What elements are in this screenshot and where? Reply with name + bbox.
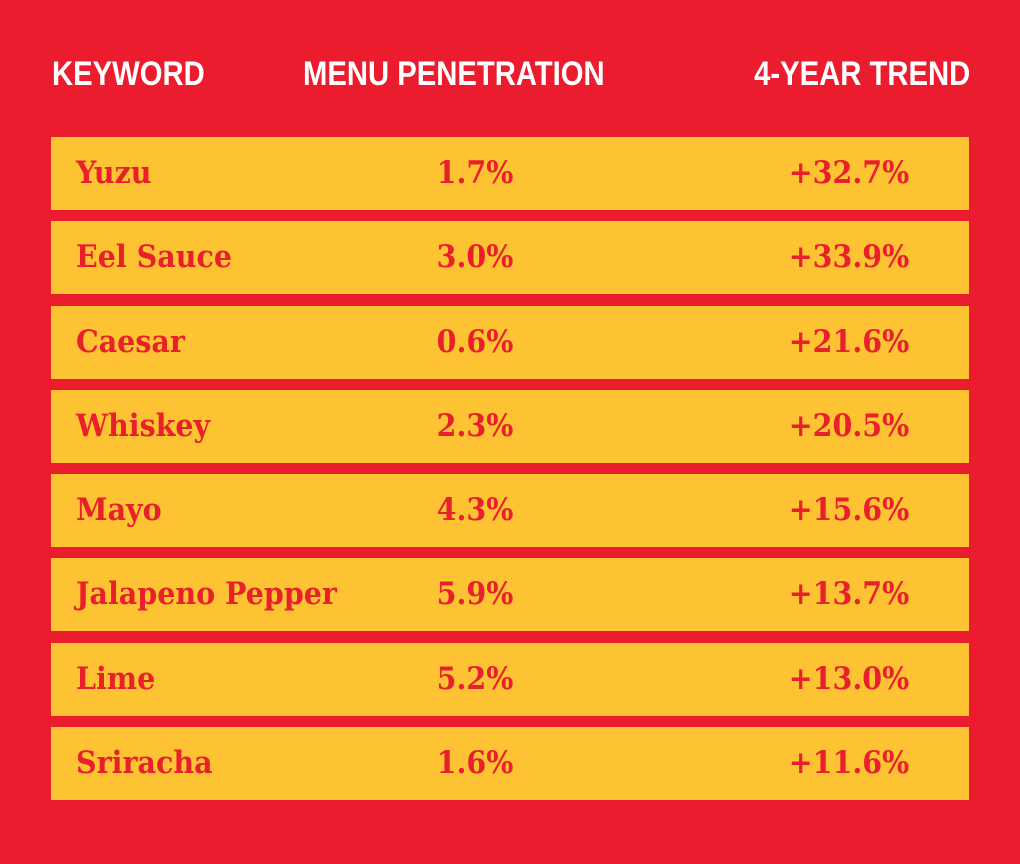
keyword-cell: Yuzu <box>76 155 152 191</box>
column-header-keyword: KEYWORD <box>52 55 205 93</box>
keyword-cell: Mayo <box>76 492 162 529</box>
penetration-value: 1.6% <box>436 745 514 782</box>
table-row: Jalapeno Pepper 5.9% +13.7% <box>51 558 969 632</box>
table-row: Caesar 0.6% +21.6% <box>51 305 969 379</box>
trend-value: +21.6% <box>788 323 910 360</box>
keyword-cell: Lime <box>76 660 156 697</box>
column-header-4-year-trend: 4-YEAR TREND <box>753 55 970 93</box>
column-header-menu-penetration: MENU PENETRATION <box>303 55 605 93</box>
table-header: KEYWORD MENU PENETRATION 4-YEAR TREND <box>0 52 1020 96</box>
table-row: Yuzu 1.7% +32.7% <box>51 137 969 210</box>
keyword-cell: Jalapeno Pepper <box>76 576 337 613</box>
keyword-cell: Whiskey <box>76 407 211 444</box>
table-row: Mayo 4.3% +15.6% <box>51 474 969 548</box>
table-row: Eel Sauce 3.0% +33.9% <box>51 221 969 295</box>
table-row: Whiskey 2.3% +20.5% <box>51 389 969 463</box>
data-table: Yuzu 1.7% +32.7% Eel Sauce 3.0% +33.9% C… <box>51 137 969 811</box>
penetration-value: 3.0% <box>436 239 514 276</box>
table-row: Lime 5.2% +13.0% <box>51 642 969 716</box>
penetration-value: 5.9% <box>436 576 514 613</box>
keyword-cell: Eel Sauce <box>76 239 232 276</box>
keyword-cell: Sriracha <box>76 745 213 782</box>
keyword-cell: Caesar <box>76 323 185 360</box>
penetration-value: 2.3% <box>436 407 514 444</box>
trend-value: +20.5% <box>788 407 910 444</box>
trend-value: +13.7% <box>788 576 910 613</box>
trend-value: +33.9% <box>788 239 910 276</box>
trend-value: +32.7% <box>788 155 910 191</box>
penetration-value: 4.3% <box>436 492 514 529</box>
penetration-value: 1.7% <box>436 155 514 191</box>
trend-value: +13.0% <box>788 660 910 697</box>
trend-value: +15.6% <box>788 492 910 529</box>
penetration-value: 5.2% <box>436 660 514 697</box>
penetration-value: 0.6% <box>436 323 514 360</box>
table-row: Sriracha 1.6% +11.6% <box>51 727 969 801</box>
trend-value: +11.6% <box>788 745 910 782</box>
